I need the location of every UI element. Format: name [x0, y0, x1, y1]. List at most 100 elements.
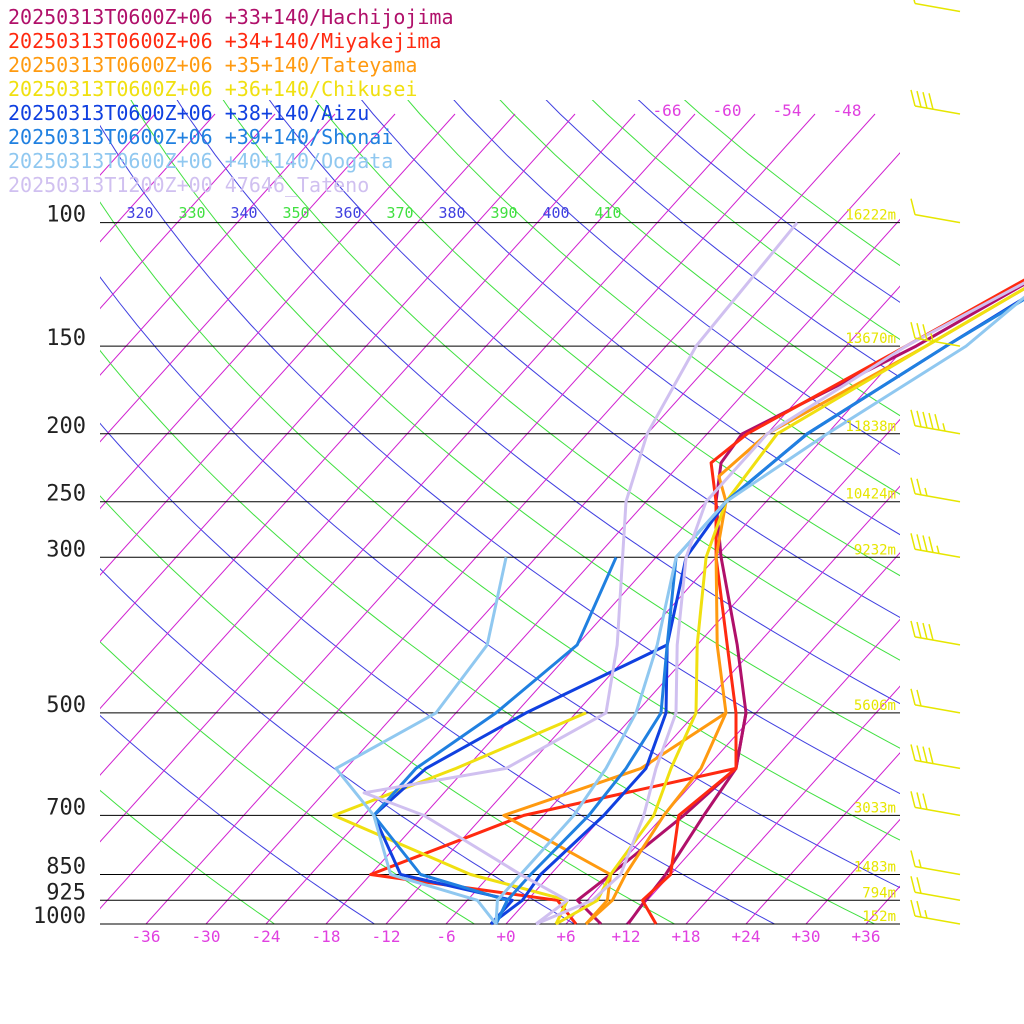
isotherm-line	[100, 113, 816, 910]
wind-barbs	[910, 0, 961, 925]
dry-adiabat-line	[545, 100, 900, 378]
isotherm-line	[100, 113, 216, 243]
wind-barb-flag	[916, 534, 922, 551]
wind-barb-flag	[916, 621, 922, 639]
wind-barb-flag	[916, 90, 922, 108]
theta-tick-label: 360	[334, 204, 361, 222]
wind-barb-staff	[914, 105, 961, 115]
wind-barb-flag	[910, 409, 916, 426]
temperature-tick-label: -12	[372, 927, 401, 946]
theta-tick-label: 400	[542, 204, 569, 222]
wind-barb-staff	[914, 492, 961, 503]
legend-entry: 20250313T0600Z+06 +34+140/Miyakejima	[8, 29, 441, 53]
wind-barb-flag	[916, 323, 922, 340]
height-label: 9232m	[854, 542, 896, 558]
temperature-tick-label: -30	[192, 927, 221, 946]
wind-barb-flag	[916, 900, 922, 918]
dewpoint-profile-line	[362, 221, 799, 926]
wind-barb-staff	[914, 2, 961, 13]
wind-barb	[910, 688, 961, 714]
pressure-tick-label: 925	[46, 880, 86, 905]
isotherm-line	[100, 113, 516, 576]
height-label: 16222m	[845, 208, 896, 224]
wind-barb	[910, 321, 961, 347]
wind-barb-flag	[922, 411, 928, 429]
dewpoint-profile-line	[332, 711, 587, 925]
dry-adiabat-line	[222, 100, 900, 661]
isotherm-line	[100, 113, 756, 843]
wind-barb-staff	[914, 425, 961, 435]
wind-barb-staff	[914, 636, 961, 646]
theta-tick-label: 410	[594, 204, 621, 222]
wind-barb-flag	[922, 535, 928, 552]
pressure-tick-label: 200	[46, 414, 86, 439]
theta-tick-label: 380	[438, 204, 465, 222]
isotherm-line	[100, 113, 576, 643]
wind-barb-staff	[914, 704, 961, 714]
wind-barb-staff	[914, 806, 961, 817]
dry-adiabat-line	[407, 100, 900, 495]
wind-barb-flag	[916, 745, 922, 762]
dry-adiabat-line	[100, 201, 900, 841]
wind-barb-flag	[916, 689, 922, 707]
wind-barb-staff	[914, 915, 961, 925]
temperature-tick-label: +12	[612, 927, 641, 946]
upper-temperature-label: -48	[833, 101, 862, 120]
dewpoint-profile-line	[372, 556, 618, 925]
dry-adiabat-line	[100, 349, 876, 924]
temperature-tick-label: +36	[852, 927, 881, 946]
pressure-tick-label: 700	[46, 795, 86, 820]
wind-barb-flag	[910, 477, 916, 494]
height-label: 152m	[862, 909, 896, 925]
wind-barb-flag	[922, 746, 928, 763]
wind-barb-flag	[922, 793, 928, 810]
wind-barb-staff	[914, 213, 961, 224]
wind-barb	[910, 89, 961, 115]
pressure-tick-label: 1000	[33, 904, 86, 929]
temperature-tick-label: +24	[732, 927, 761, 946]
dry-adiabat-line	[100, 789, 276, 924]
wind-barb-flag	[928, 412, 934, 430]
pressure-tick-label: 300	[46, 537, 86, 562]
temperature-profile-line	[494, 295, 1024, 925]
wind-barb	[910, 876, 961, 901]
wind-barb-flag	[928, 624, 934, 641]
temperature-tick-labels: -36 -30 -24 -18 -12 -6 +0 +6 +12 +18 +24 +30 +36	[132, 927, 881, 946]
wind-barb-flag	[922, 324, 928, 341]
legend-entry: 20250313T1200Z+00 47646_Tateno	[8, 173, 369, 197]
wind-barb-flag	[910, 899, 916, 917]
isotherm-line	[100, 113, 636, 710]
height-label: 13670m	[845, 331, 896, 347]
wind-barb-staff	[914, 865, 961, 876]
isotherm-line	[145, 113, 876, 924]
temperature-tick-label: -36	[132, 927, 161, 946]
legend-entry: 20250313T0600Z+06 +39+140/Shonai	[8, 125, 393, 149]
dry-adiabat-line	[314, 100, 900, 577]
wind-barb-half-flag	[924, 910, 928, 919]
isobars	[100, 222, 900, 925]
wind-barb	[913, 0, 961, 13]
isotherms	[0, 113, 900, 924]
wind-barb	[910, 791, 961, 817]
isotherm-line	[805, 818, 900, 924]
isotherm-line	[100, 113, 396, 443]
dry-adiabat-line	[361, 100, 900, 536]
upper-temperature-label: -54	[773, 101, 802, 120]
upper-temperature-labels: -66 -60 -54 -48	[653, 101, 862, 120]
temperature-tick-label: -18	[312, 927, 341, 946]
wind-barb-flag	[910, 744, 916, 761]
wind-barb	[910, 533, 961, 559]
isotherm-line	[445, 418, 900, 924]
wind-barb-flag	[910, 533, 916, 550]
temperature-tick-label: -6	[436, 927, 455, 946]
isotherm-line	[0, 114, 35, 924]
temperature-profile-line	[535, 281, 1024, 926]
wind-barb-flag	[910, 688, 916, 706]
upper-temperature-label: -60	[713, 101, 742, 120]
legend-entry: 20250313T0600Z+06 +36+140/Chikusei	[8, 77, 417, 101]
isotherm-line	[385, 352, 900, 924]
theta-tick-label: 390	[490, 204, 517, 222]
pressure-tick-label: 850	[46, 854, 86, 879]
isotherm-line	[565, 552, 900, 924]
